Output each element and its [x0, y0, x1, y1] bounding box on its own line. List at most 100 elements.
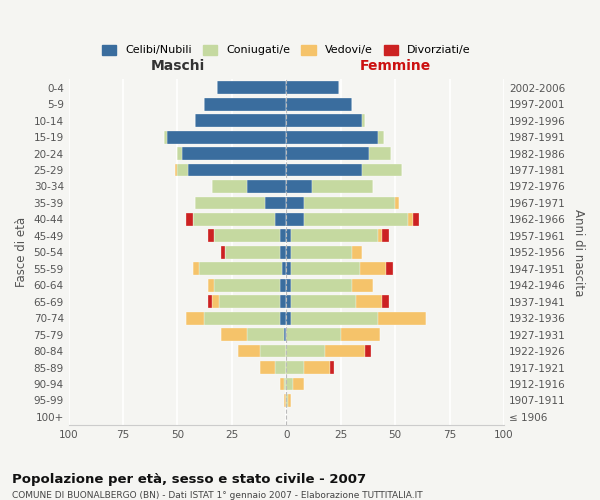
- Bar: [208, 279, 214, 291]
- Bar: [313, 180, 373, 193]
- Bar: [280, 378, 284, 390]
- Bar: [286, 344, 325, 358]
- Bar: [193, 262, 199, 275]
- Bar: [362, 114, 365, 127]
- Bar: [290, 312, 378, 324]
- Bar: [280, 230, 286, 242]
- Bar: [260, 361, 275, 374]
- Bar: [260, 344, 286, 358]
- Bar: [214, 230, 280, 242]
- Bar: [280, 279, 286, 291]
- Bar: [178, 164, 188, 176]
- Bar: [286, 98, 352, 110]
- Bar: [286, 361, 304, 374]
- Bar: [238, 344, 260, 358]
- Bar: [286, 114, 362, 127]
- Bar: [304, 361, 330, 374]
- Bar: [325, 344, 365, 358]
- Bar: [378, 130, 384, 143]
- Bar: [290, 230, 378, 242]
- Bar: [361, 262, 386, 275]
- Bar: [284, 394, 286, 407]
- Text: Maschi: Maschi: [151, 58, 205, 72]
- Bar: [212, 296, 219, 308]
- Bar: [286, 213, 304, 226]
- Bar: [290, 262, 361, 275]
- Bar: [395, 196, 400, 209]
- Bar: [286, 246, 290, 258]
- Bar: [193, 213, 275, 226]
- Bar: [286, 230, 290, 242]
- Bar: [188, 164, 286, 176]
- Bar: [286, 196, 304, 209]
- Bar: [226, 246, 280, 258]
- Text: Popolazione per età, sesso e stato civile - 2007: Popolazione per età, sesso e stato civil…: [12, 472, 366, 486]
- Bar: [280, 312, 286, 324]
- Bar: [362, 164, 401, 176]
- Bar: [286, 394, 289, 407]
- Bar: [284, 378, 286, 390]
- Bar: [280, 296, 286, 308]
- Bar: [175, 164, 178, 176]
- Bar: [195, 114, 286, 127]
- Bar: [378, 230, 382, 242]
- Bar: [214, 279, 280, 291]
- Bar: [275, 361, 286, 374]
- Bar: [341, 328, 380, 341]
- Bar: [221, 246, 226, 258]
- Bar: [293, 378, 304, 390]
- Bar: [304, 196, 395, 209]
- Bar: [286, 130, 378, 143]
- Bar: [286, 328, 341, 341]
- Bar: [290, 246, 352, 258]
- Bar: [195, 196, 265, 209]
- Bar: [164, 130, 167, 143]
- Bar: [289, 394, 290, 407]
- Bar: [203, 98, 286, 110]
- Bar: [386, 262, 393, 275]
- Text: Femmine: Femmine: [359, 58, 431, 72]
- Bar: [286, 279, 290, 291]
- Bar: [408, 213, 413, 226]
- Bar: [208, 230, 214, 242]
- Bar: [352, 246, 362, 258]
- Bar: [352, 279, 373, 291]
- Bar: [203, 312, 280, 324]
- Bar: [247, 180, 286, 193]
- Bar: [286, 296, 290, 308]
- Bar: [290, 296, 356, 308]
- Bar: [378, 312, 425, 324]
- Bar: [413, 213, 419, 226]
- Bar: [221, 328, 247, 341]
- Legend: Celibi/Nubili, Coniugati/e, Vedovi/e, Divorziati/e: Celibi/Nubili, Coniugati/e, Vedovi/e, Di…: [97, 40, 475, 60]
- Bar: [284, 328, 286, 341]
- Bar: [219, 296, 280, 308]
- Bar: [369, 147, 391, 160]
- Y-axis label: Fasce di età: Fasce di età: [15, 218, 28, 288]
- Y-axis label: Anni di nascita: Anni di nascita: [572, 208, 585, 296]
- Bar: [186, 213, 193, 226]
- Bar: [212, 180, 247, 193]
- Bar: [286, 378, 293, 390]
- Bar: [275, 213, 286, 226]
- Bar: [382, 230, 389, 242]
- Text: COMUNE DI BUONALBERGO (BN) - Dati ISTAT 1° gennaio 2007 - Elaborazione TUTTITALI: COMUNE DI BUONALBERGO (BN) - Dati ISTAT …: [12, 491, 422, 500]
- Bar: [304, 213, 408, 226]
- Bar: [247, 328, 284, 341]
- Bar: [182, 147, 286, 160]
- Bar: [282, 262, 286, 275]
- Bar: [217, 82, 286, 94]
- Bar: [286, 164, 362, 176]
- Bar: [330, 361, 334, 374]
- Bar: [199, 262, 282, 275]
- Bar: [286, 147, 369, 160]
- Bar: [286, 262, 290, 275]
- Bar: [286, 312, 290, 324]
- Bar: [265, 196, 286, 209]
- Bar: [167, 130, 286, 143]
- Bar: [365, 344, 371, 358]
- Bar: [290, 279, 352, 291]
- Bar: [280, 246, 286, 258]
- Bar: [286, 82, 338, 94]
- Bar: [356, 296, 382, 308]
